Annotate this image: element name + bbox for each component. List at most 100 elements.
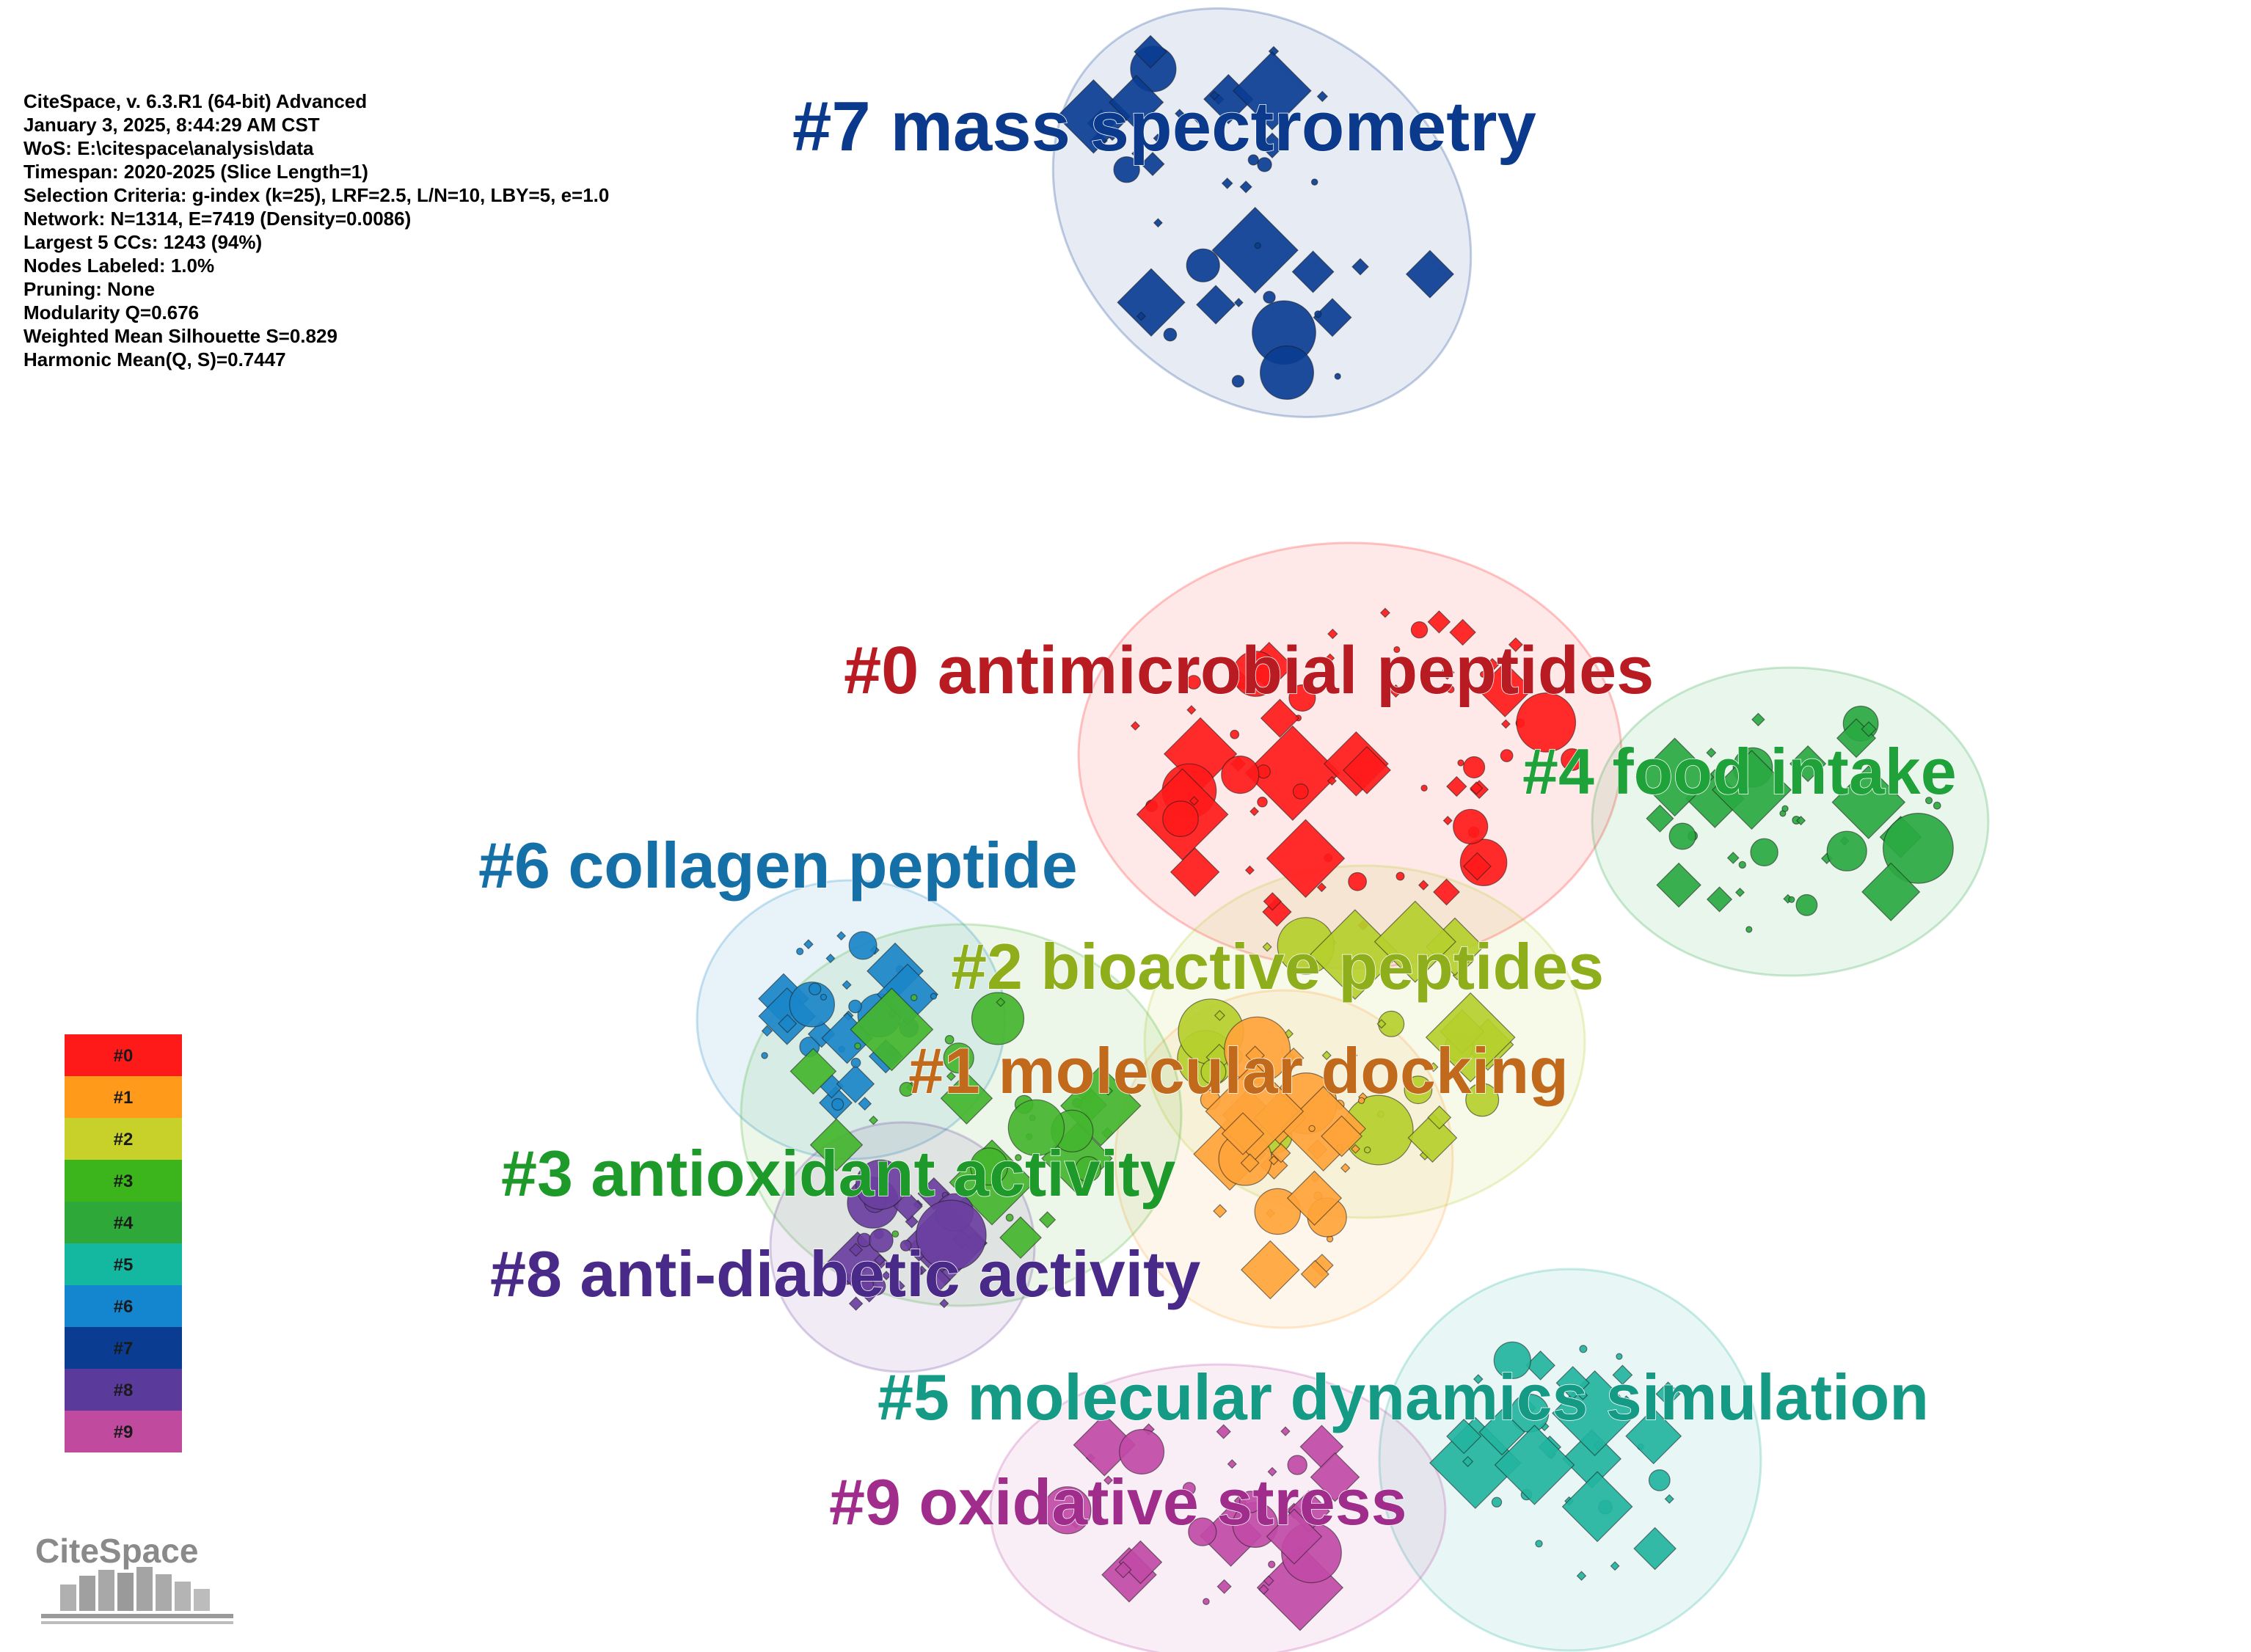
node-8 [894, 1280, 905, 1292]
node-0 [1418, 880, 1429, 891]
node-0 [1508, 637, 1523, 652]
node-7 [1221, 177, 1233, 189]
node-7 [1153, 133, 1163, 144]
node-0 [1343, 745, 1391, 794]
node-8 [848, 1296, 864, 1311]
node-5 [1446, 1418, 1482, 1455]
cluster-label-3: #3 antioxidant activity [501, 1137, 1175, 1210]
node-9 [1227, 1459, 1237, 1469]
node-0 [1244, 865, 1255, 875]
legend-label: #4 [114, 1213, 134, 1233]
node-4 [1646, 804, 1674, 833]
node-2 [1321, 1050, 1332, 1061]
node-4 [1712, 750, 1792, 830]
node-3 [1103, 1086, 1114, 1096]
node-1 [1357, 1097, 1365, 1105]
citespace-logo: CiteSpace [35, 1532, 233, 1624]
legend-label: #3 [114, 1172, 134, 1191]
node-2 [1346, 1050, 1358, 1061]
node-7 [1131, 148, 1142, 158]
node-1 [1240, 1153, 1260, 1173]
node-3 [910, 994, 918, 1001]
node-7 [1314, 310, 1322, 318]
node-4 [1706, 748, 1717, 759]
node-5 [1473, 1374, 1484, 1384]
node-7 [1117, 268, 1186, 337]
node-3 [940, 1072, 993, 1125]
node-1 [1308, 1125, 1316, 1133]
node-2 [1309, 909, 1401, 1001]
node-3 [854, 1042, 861, 1050]
node-8 [900, 1240, 912, 1251]
cluster-label-0: #0 antimicrobial peptides [844, 633, 1654, 708]
node-8 [855, 1159, 906, 1210]
node-7 [1211, 206, 1299, 294]
node-7 [1233, 297, 1244, 308]
node-3 [946, 1071, 956, 1081]
legend-label: #0 [114, 1046, 134, 1066]
node-7 [1186, 248, 1220, 282]
node-0 [1186, 675, 1201, 690]
node-0 [1327, 628, 1338, 640]
node-6 [836, 931, 847, 941]
node-0 [1389, 684, 1403, 698]
node-8 [853, 1274, 874, 1295]
node-4 [1751, 712, 1765, 727]
metadata-line: Pruning: None [23, 278, 155, 300]
node-0 [1457, 759, 1464, 767]
metadata-line: Network: N=1314, E=7419 (Density=0.0086) [23, 208, 411, 230]
node-3 [1015, 1154, 1022, 1161]
node-9 [1119, 1428, 1165, 1474]
node-9 [1239, 1491, 1262, 1513]
node-4 [1734, 887, 1745, 898]
node-5 [1576, 1571, 1587, 1581]
node-9 [1280, 1426, 1291, 1436]
node-0 [1462, 852, 1492, 881]
node-1 [1240, 1240, 1300, 1300]
node-1 [1350, 1144, 1361, 1154]
node-5 [1633, 1527, 1677, 1571]
node-7 [1310, 178, 1318, 186]
node-3 [850, 987, 934, 1072]
node-2 [1404, 1075, 1433, 1105]
node-2 [1425, 992, 1516, 1083]
node-4 [1788, 896, 1795, 903]
node-4 [1750, 838, 1778, 867]
node-8 [913, 1267, 923, 1276]
node-0 [1427, 610, 1451, 634]
legend-swatch [65, 1076, 182, 1118]
node-5 [1579, 1345, 1588, 1353]
node-4 [1738, 860, 1746, 869]
node-4 [1706, 886, 1733, 913]
node-0 [1453, 808, 1489, 844]
node-3 [789, 1048, 837, 1095]
node-1 [1283, 1047, 1305, 1069]
node-4 [1861, 862, 1921, 921]
node-0 [1230, 729, 1240, 739]
node-5 [1612, 1364, 1633, 1386]
node-5 [1648, 1469, 1671, 1491]
node-0 [1266, 819, 1346, 899]
node-0 [1462, 756, 1486, 779]
node-7 [1259, 346, 1314, 401]
node-0 [1348, 871, 1367, 891]
node-3 [899, 1081, 914, 1097]
node-0 [1186, 705, 1197, 715]
node-4 [1745, 926, 1753, 933]
cluster-label-1: #1 molecular docking [908, 1034, 1569, 1107]
node-6 [848, 999, 862, 1014]
node-3 [996, 997, 1006, 1007]
node-2 [1214, 1009, 1225, 1021]
node-3 [809, 1118, 864, 1172]
node-2 [1407, 1113, 1458, 1163]
cluster-color-legend: #0 #1 #2 #3 #4 #5 #6 #7 #8 #9 [65, 1034, 182, 1452]
logo-bars-icon [41, 1567, 233, 1624]
node-6 [789, 982, 836, 1028]
node-1 [1269, 1155, 1279, 1166]
node-1 [1213, 1204, 1227, 1218]
network-metadata: CiteSpace, v. 6.3.R1 (64-bit) AdvancedJa… [23, 90, 609, 370]
node-3 [1005, 1213, 1014, 1222]
node-9 [1103, 1475, 1114, 1485]
logo-text: CiteSpace [35, 1532, 198, 1570]
node-4 [1826, 830, 1867, 871]
